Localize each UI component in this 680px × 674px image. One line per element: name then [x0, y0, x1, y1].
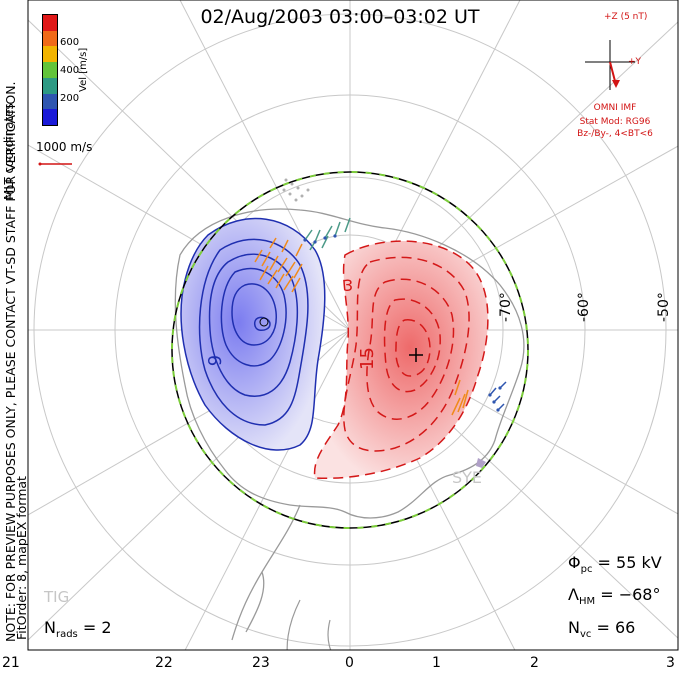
- station-sye-marker: [476, 458, 486, 468]
- imf-condition: Bz-/By-, 4<BT<6: [577, 129, 653, 139]
- station-sye: SYE: [452, 468, 483, 487]
- mlt-tick-23: 23: [252, 655, 270, 671]
- mlt-tick-22: 22: [155, 655, 173, 671]
- stat-phi-pc: Φpc = 55 kV: [568, 553, 662, 576]
- positive-cell: [180, 217, 326, 451]
- imf-source: OMNI IMF: [593, 103, 637, 113]
- fitorder-note: FitOrder: 8, mapEX format: [14, 476, 29, 640]
- contour-label-3: 3: [343, 276, 354, 295]
- velocity-colorbar: [42, 14, 58, 126]
- colorbar-label: Vel [m/s]: [78, 47, 89, 92]
- imf-model: Stat Mod: RG96: [579, 117, 651, 127]
- colorbar-tick-200: 200: [60, 93, 80, 104]
- colorbar-tick-400: 400: [60, 65, 80, 76]
- contour-label-15: 15: [356, 347, 378, 370]
- imf-y-label: +Y: [628, 57, 642, 67]
- min-marker: [259, 317, 269, 327]
- vector-origins: [303, 234, 502, 412]
- mlt-tick-0: 0: [345, 655, 354, 671]
- station-tig: TIG: [44, 588, 70, 606]
- contour-label-9: 9: [205, 354, 227, 367]
- mlt-tick-2: 2: [530, 655, 539, 671]
- stat-n-rads: Nrads = 2: [44, 618, 112, 641]
- colorbar-tick-600: 600: [60, 37, 80, 48]
- negative-cell: [313, 240, 489, 480]
- page-title: 02/Aug/2003 03:00–03:02 UT: [200, 6, 480, 28]
- max-marker: [409, 348, 423, 362]
- scale-label: 1000 m/s: [36, 140, 93, 154]
- mlt-tick-1: 1: [432, 655, 441, 671]
- lat-label-50: -50°: [656, 292, 672, 322]
- south-america-coast: [286, 599, 332, 650]
- lat-label-60: -60°: [576, 292, 592, 322]
- stat-n-vc: Nvc = 66: [568, 618, 636, 641]
- mlt-tick-21: 21: [2, 655, 20, 671]
- lat-label-70: -70°: [498, 292, 514, 322]
- coastline: [174, 208, 525, 519]
- peninsula: [231, 504, 301, 641]
- mlt-tick-3: 3: [666, 655, 675, 671]
- radar-dots: [282, 178, 310, 202]
- imf-z-label: +Z (5 nT): [604, 12, 648, 22]
- stat-lambda-hm: ΛHM = −68°: [568, 585, 661, 608]
